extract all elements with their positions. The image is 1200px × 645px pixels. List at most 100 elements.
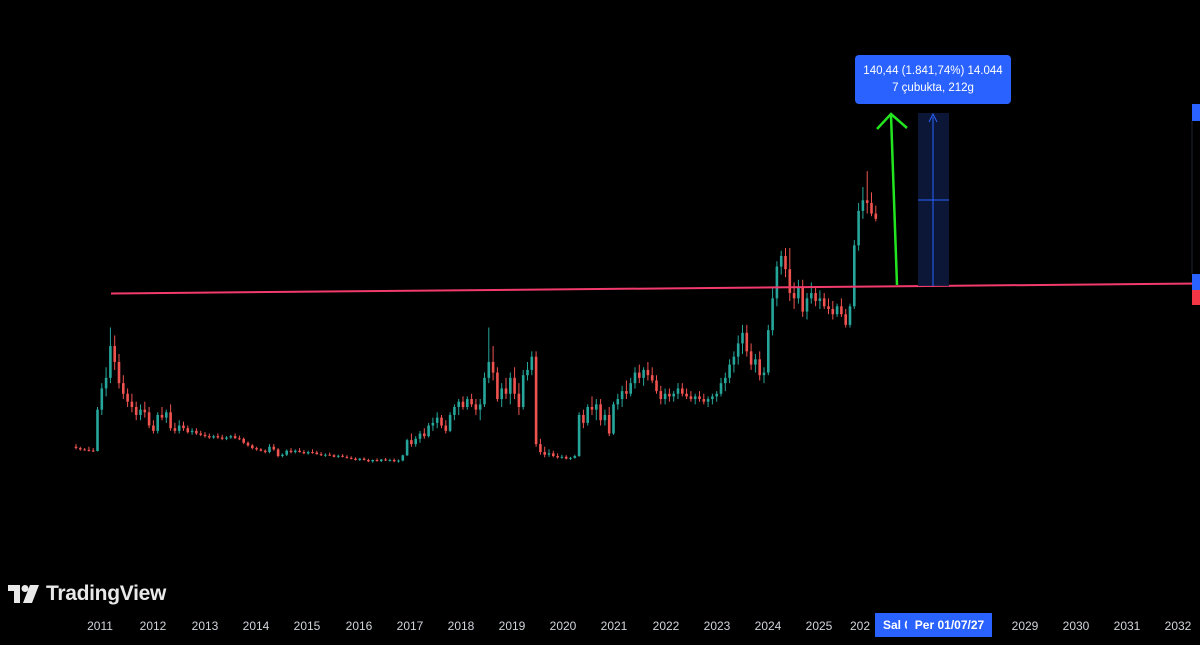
candle-up — [418, 433, 422, 439]
candle-up — [281, 454, 284, 457]
candle-up — [294, 450, 297, 453]
candle-down — [319, 454, 323, 456]
candle-up — [104, 377, 108, 389]
resistance-trendline[interactable] — [110, 282, 1200, 295]
candle-down — [375, 460, 379, 462]
candle-down — [126, 393, 129, 402]
candle-down — [745, 332, 749, 352]
time-axis[interactable]: 2011 2012 2013 2014 2015 2016 2017 2018 2019 2020… — [0, 612, 1200, 645]
candle-down — [827, 306, 830, 309]
candle-up — [771, 298, 774, 331]
candle-up — [775, 266, 779, 299]
time-axis-tick: 2024 — [754, 619, 782, 633]
candle-up — [620, 391, 624, 400]
tradingview-logo[interactable]: TradingView — [8, 582, 166, 606]
measure-tooltip-line1: 140,44 (1.841,74%) 14.044 — [863, 65, 1003, 77]
candle-up — [805, 298, 809, 312]
time-axis-tick: 2011 — [87, 619, 113, 633]
candle-up — [165, 412, 168, 418]
candle-up — [762, 372, 766, 376]
time-axis-tick: 2014 — [242, 619, 270, 633]
candle-down — [801, 287, 804, 312]
candle-down — [461, 401, 465, 407]
candle-up — [754, 359, 757, 365]
candle-up — [156, 414, 159, 431]
candle-up — [190, 430, 194, 433]
candle-up — [672, 393, 675, 397]
candle-down — [689, 396, 693, 400]
candle-up — [100, 388, 104, 410]
candle-up — [612, 404, 615, 434]
candle-down — [758, 359, 761, 376]
candle-up — [427, 425, 430, 437]
candle-down — [289, 450, 293, 453]
time-axis-tick: 2031 — [1113, 619, 1141, 633]
candle-down — [117, 361, 121, 384]
candle-up — [810, 293, 813, 299]
candle-down — [646, 369, 650, 376]
time-axis-tick: 2020 — [549, 619, 577, 633]
projection-arrow[interactable] — [876, 112, 908, 286]
candle-up — [177, 425, 181, 431]
candle-up — [732, 356, 736, 365]
candle-up — [719, 383, 723, 394]
candle-down — [564, 456, 568, 459]
candle-up — [728, 364, 731, 378]
candle-down — [874, 213, 878, 219]
time-axis-tick: 2023 — [703, 619, 731, 633]
candle-down — [186, 428, 190, 433]
candle-down — [607, 414, 611, 434]
candle-down — [681, 388, 684, 394]
candle-down — [698, 396, 701, 400]
candle-down — [749, 351, 753, 365]
candle-down — [865, 200, 869, 203]
candle-down — [302, 452, 306, 454]
candle-down — [659, 391, 663, 400]
projection-arrow-head — [876, 112, 908, 130]
candle-down — [655, 380, 658, 392]
candle-down — [702, 399, 706, 402]
candle-down — [143, 409, 147, 413]
candle-up — [358, 458, 362, 460]
candle-down — [74, 446, 78, 449]
candle-down — [122, 383, 125, 394]
candle-up — [431, 422, 435, 426]
candle-down — [491, 361, 495, 373]
date-price-range-measure[interactable] — [918, 112, 949, 286]
candle-up — [603, 414, 607, 421]
candle-down — [246, 442, 250, 446]
candle-down — [392, 460, 396, 462]
candle-down — [440, 417, 443, 426]
candle-up — [724, 377, 727, 384]
candle-down — [599, 404, 602, 421]
candle-up — [483, 377, 486, 405]
candle-up — [586, 407, 589, 423]
candle-up — [285, 450, 288, 455]
time-axis-tick: 2029 — [1011, 619, 1039, 633]
range-end-date-badge: Per 01/07/27 — [907, 613, 992, 637]
candle-up — [797, 287, 800, 299]
candle-down — [367, 460, 370, 462]
candle-down — [423, 433, 426, 437]
candle-down — [822, 298, 826, 307]
candle-up — [109, 346, 112, 378]
candle-down — [650, 375, 654, 381]
candle-up — [453, 407, 456, 415]
candle-up — [388, 460, 392, 461]
candle-up — [616, 399, 620, 405]
candle-up — [487, 361, 491, 378]
candle-down — [134, 407, 138, 415]
candle-down — [328, 454, 331, 456]
candle-up — [526, 369, 529, 376]
candle-down — [242, 438, 245, 443]
candle-up — [857, 210, 860, 246]
projection-arrow-shaft — [889, 114, 899, 286]
candle-up — [478, 404, 482, 410]
candle-down — [238, 438, 241, 440]
price-chart[interactable] — [0, 0, 1200, 612]
measure-tooltip: 140,44 (1.841,74%) 14.044 7 çubukta, 212… — [855, 55, 1011, 104]
candle-down — [496, 372, 499, 400]
candle-up — [629, 383, 632, 394]
candle-down — [79, 448, 82, 450]
candle-down — [685, 393, 688, 397]
